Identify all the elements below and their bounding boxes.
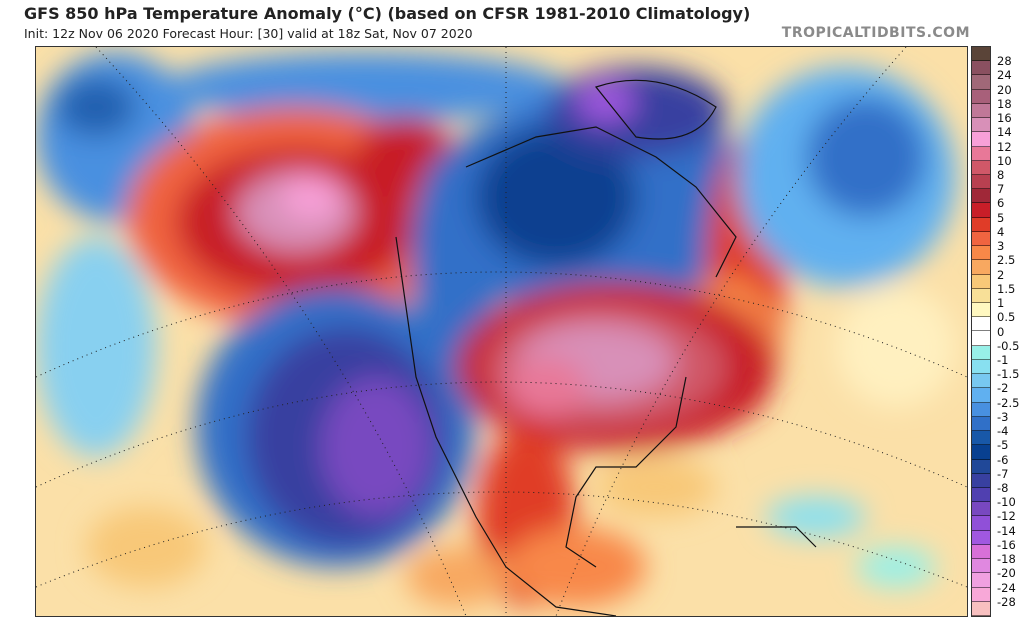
colorbar-swatch — [972, 473, 990, 488]
colorbar-swatch — [972, 175, 990, 190]
colorbar-swatch — [972, 203, 990, 218]
colorbar-label: 2 — [997, 267, 1005, 282]
colorbar-label: 1 — [997, 296, 1005, 311]
colorbar-label: 12 — [997, 139, 1012, 154]
colorbar-label: -12 — [997, 509, 1016, 524]
graticule — [36, 47, 967, 616]
colorbar-swatch — [972, 303, 990, 318]
colorbar-swatch — [972, 146, 990, 161]
coastlines — [395, 79, 817, 616]
colorbar-swatch — [972, 61, 990, 76]
colorbar-swatch — [972, 47, 990, 62]
colorbar-swatch — [972, 416, 990, 432]
colorbar-swatch — [972, 274, 990, 289]
colorbar-swatch — [972, 75, 990, 90]
colorbar-label: 0.5 — [997, 310, 1016, 325]
anomaly-shading — [36, 52, 956, 607]
colorbar-swatch — [972, 516, 990, 531]
colorbar-swatch — [972, 544, 990, 560]
colorbar-label: 1.5 — [997, 281, 1016, 296]
colorbar-label: -1 — [997, 352, 1009, 367]
colorbar-swatch — [972, 231, 990, 247]
colorbar — [971, 46, 991, 617]
colorbar-label: -4 — [997, 424, 1009, 439]
colorbar-swatch — [972, 132, 990, 147]
colorbar-label: -24 — [997, 580, 1016, 595]
map-subtitle: Init: 12z Nov 06 2020 Forecast Hour: [30… — [24, 26, 473, 41]
colorbar-swatch — [972, 502, 990, 517]
colorbar-label: -5 — [997, 438, 1009, 453]
colorbar-swatch — [972, 103, 990, 119]
colorbar-swatch — [972, 89, 990, 104]
colorbar-swatch — [972, 573, 990, 588]
anomaly-field — [36, 47, 967, 616]
colorbar-swatch — [972, 217, 990, 232]
colorbar-swatch — [972, 317, 990, 332]
colorbar-label: -20 — [997, 566, 1016, 581]
colorbar-label: 24 — [997, 68, 1012, 83]
colorbar-swatch — [972, 345, 990, 360]
colorbar-label: -14 — [997, 523, 1016, 538]
colorbar-swatch — [972, 431, 990, 446]
colorbar-swatch — [972, 359, 990, 375]
colorbar-label: -10 — [997, 495, 1016, 510]
colorbar-label: 20 — [997, 82, 1012, 97]
colorbar-swatch — [972, 402, 990, 417]
colorbar-swatch — [972, 587, 990, 602]
colorbar-swatch — [972, 260, 990, 275]
colorbar-swatch — [972, 160, 990, 176]
colorbar-swatch — [972, 331, 990, 346]
colorbar-swatch — [972, 487, 990, 503]
colorbar-label: 0 — [997, 324, 1005, 339]
colorbar-label: -3 — [997, 409, 1009, 424]
colorbar-label: 6 — [997, 196, 1005, 211]
colorbar-label: -7 — [997, 466, 1009, 481]
colorbar-label: -8 — [997, 480, 1009, 495]
colorbar-label: -0.5 — [997, 338, 1020, 353]
colorbar-label: 5 — [997, 210, 1005, 225]
colorbar-swatch — [972, 559, 990, 574]
colorbar-label: 8 — [997, 168, 1005, 183]
colorbar-swatch — [972, 118, 990, 133]
colorbar-swatch — [972, 445, 990, 460]
colorbar-label: -16 — [997, 537, 1016, 552]
colorbar-label: 16 — [997, 111, 1012, 126]
colorbar-label: 10 — [997, 153, 1012, 168]
colorbar-label: -6 — [997, 452, 1009, 467]
map-title: GFS 850 hPa Temperature Anomaly (°C) (ba… — [24, 4, 751, 23]
colorbar-label: -28 — [997, 594, 1016, 609]
colorbar-label: -2 — [997, 381, 1009, 396]
site-logo: TROPICALTIDBITS.COM — [781, 25, 970, 41]
anomaly-map — [35, 46, 968, 617]
colorbar-label: 14 — [997, 125, 1012, 140]
colorbar-swatch — [972, 388, 990, 403]
colorbar-swatch — [972, 246, 990, 261]
colorbar-label: 2.5 — [997, 253, 1016, 268]
colorbar-label: 28 — [997, 54, 1012, 69]
colorbar-label: 7 — [997, 182, 1005, 197]
colorbar-swatch — [972, 530, 990, 545]
colorbar-label: 3 — [997, 239, 1005, 254]
colorbar-swatch — [972, 189, 990, 204]
colorbar-label: -18 — [997, 552, 1016, 567]
colorbar-swatch — [972, 601, 990, 616]
colorbar-label: -1.5 — [997, 367, 1020, 382]
colorbar-label: 4 — [997, 224, 1005, 239]
colorbar-label: -2.5 — [997, 395, 1020, 410]
colorbar-swatch — [972, 374, 990, 389]
colorbar-swatch — [972, 459, 990, 474]
colorbar-label: 18 — [997, 96, 1012, 111]
colorbar-swatch — [972, 288, 990, 304]
